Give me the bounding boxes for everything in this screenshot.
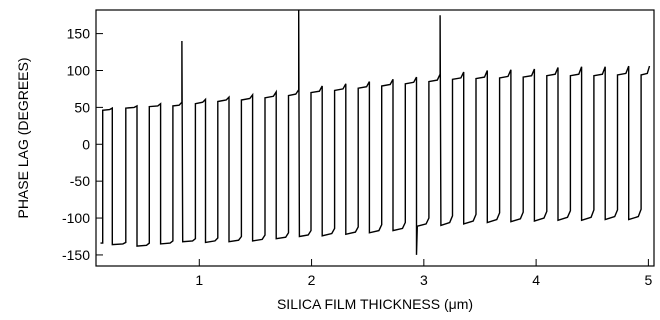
y-tick-label: 50	[74, 99, 90, 115]
phase-lag-trace	[100, 9, 651, 255]
series-layer	[100, 9, 651, 255]
y-tick-label: 150	[67, 26, 91, 42]
y-axis-ticks: 150 100 50 0 -50 -100 -150	[62, 26, 103, 263]
x-axis-ticks: 1 2 3 4 5	[195, 259, 652, 288]
y-tick-label: -100	[62, 210, 90, 226]
y-tick-label: 0	[82, 136, 90, 152]
y-tick-label: -50	[70, 173, 90, 189]
plot-frame	[95, 9, 655, 267]
y-tick-label: 100	[67, 62, 91, 78]
x-tick-label: 5	[644, 272, 652, 288]
x-axis-title: SILICA FILM THICKNESS (μm)	[277, 296, 473, 312]
x-tick-label: 3	[420, 272, 428, 288]
x-tick-label: 4	[532, 272, 540, 288]
y-axis-title: PHASE LAG (DEGREES)	[15, 57, 31, 218]
y-tick-label: -150	[62, 247, 90, 263]
x-tick-label: 2	[308, 272, 316, 288]
x-tick-label: 1	[195, 272, 203, 288]
